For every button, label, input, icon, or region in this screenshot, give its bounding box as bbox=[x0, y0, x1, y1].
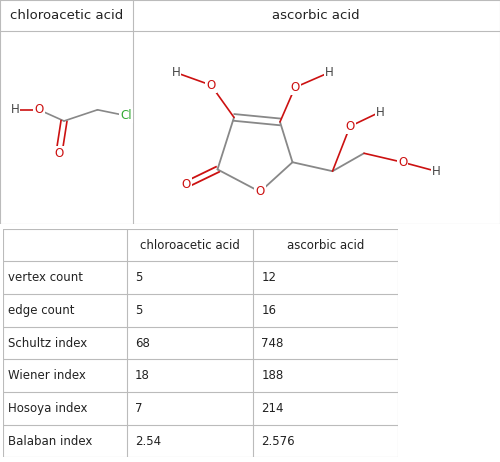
Text: 214: 214 bbox=[261, 402, 283, 415]
Text: O: O bbox=[182, 178, 190, 191]
Text: H: H bbox=[324, 66, 334, 79]
Text: H: H bbox=[172, 66, 180, 79]
Text: 5: 5 bbox=[135, 271, 142, 284]
Text: Schultz index: Schultz index bbox=[8, 336, 87, 350]
Text: H: H bbox=[376, 105, 384, 119]
Text: vertex count: vertex count bbox=[8, 271, 84, 284]
Text: 5: 5 bbox=[135, 304, 142, 317]
Text: 12: 12 bbox=[261, 271, 276, 284]
Text: Cl: Cl bbox=[120, 109, 132, 122]
Text: O: O bbox=[34, 103, 43, 116]
Text: ascorbic acid: ascorbic acid bbox=[272, 9, 360, 22]
Text: O: O bbox=[256, 185, 264, 198]
Text: 2.576: 2.576 bbox=[261, 435, 295, 448]
Text: ascorbic acid: ascorbic acid bbox=[286, 238, 364, 251]
Text: O: O bbox=[290, 81, 300, 94]
Text: Balaban index: Balaban index bbox=[8, 435, 93, 448]
Text: H: H bbox=[432, 164, 440, 178]
Text: O: O bbox=[398, 156, 407, 169]
Text: chloroacetic acid: chloroacetic acid bbox=[10, 9, 123, 22]
Text: H: H bbox=[10, 103, 20, 116]
Text: Hosoya index: Hosoya index bbox=[8, 402, 88, 415]
Text: 68: 68 bbox=[135, 336, 150, 350]
Text: 188: 188 bbox=[261, 369, 283, 382]
Text: chloroacetic acid: chloroacetic acid bbox=[140, 238, 240, 251]
Text: 748: 748 bbox=[261, 336, 283, 350]
Text: Wiener index: Wiener index bbox=[8, 369, 86, 382]
Text: 18: 18 bbox=[135, 369, 150, 382]
Text: 7: 7 bbox=[135, 402, 142, 415]
Text: 16: 16 bbox=[261, 304, 276, 317]
Text: O: O bbox=[346, 120, 354, 133]
Text: O: O bbox=[54, 147, 64, 160]
Text: 2.54: 2.54 bbox=[135, 435, 161, 448]
Text: edge count: edge count bbox=[8, 304, 75, 317]
Text: O: O bbox=[206, 79, 216, 91]
